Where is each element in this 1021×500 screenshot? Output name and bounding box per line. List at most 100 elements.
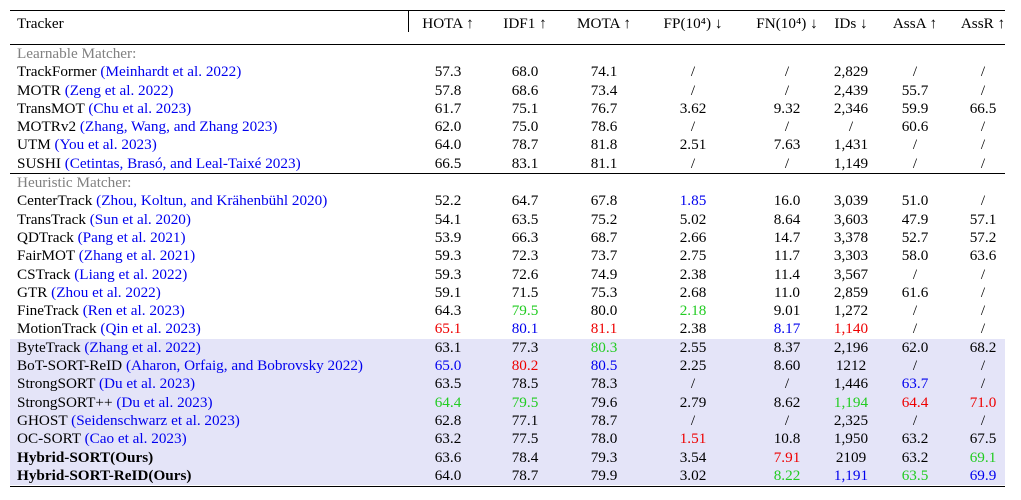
value-cell: 53.9 bbox=[434, 228, 462, 246]
citation-link[interactable]: (Chu et al. 2023) bbox=[88, 99, 192, 117]
citation-link[interactable]: (Pang et al. 2021) bbox=[77, 228, 186, 246]
value-cell: / bbox=[912, 136, 918, 154]
header-hota: HOTA ↑ bbox=[422, 15, 474, 32]
table-body: Learnable Matcher: TrackFormer (Meinhardt… bbox=[10, 44, 1005, 486]
value-cell: 63.7 bbox=[901, 375, 929, 393]
value-cell: 66.5 bbox=[969, 99, 997, 117]
value-cell: / bbox=[912, 320, 918, 338]
value-cell: 75.2 bbox=[590, 210, 618, 228]
value-cell: 63.5 bbox=[434, 375, 462, 393]
value-cell: 68.0 bbox=[511, 63, 539, 81]
value-cell: / bbox=[980, 411, 986, 429]
tracker-cell: MotionTrack (Qin et al. 2023) bbox=[17, 320, 201, 338]
table-row: MOTRv2 (Zhang, Wang, and Zhang 2023) 62.0… bbox=[10, 118, 1005, 136]
section-title-text: Learnable Matcher: bbox=[17, 45, 137, 62]
tracker-name: GHOST bbox=[17, 411, 68, 429]
value-cell: 2.66 bbox=[679, 228, 707, 246]
citation-link[interactable]: (Meinhardt et al. 2022) bbox=[100, 63, 242, 81]
value-cell: / bbox=[690, 118, 696, 136]
value-cell: 14.7 bbox=[773, 228, 801, 246]
value-cell: 54.1 bbox=[434, 210, 462, 228]
value-cell: 78.7 bbox=[590, 411, 618, 429]
table-row: CenterTrack (Zhou, Koltun, and Krähenbüh… bbox=[10, 192, 1005, 210]
value-cell: / bbox=[980, 357, 986, 375]
value-cell: 57.8 bbox=[434, 81, 462, 99]
table-row: StrongSORT (Du et al. 2023) 63.5 78.5 78.3 /… bbox=[10, 375, 1005, 394]
citation-link[interactable]: (Sun et al. 2020) bbox=[89, 210, 191, 228]
citation-link[interactable]: (Zhou et al. 2022) bbox=[51, 283, 161, 301]
value-cell: / bbox=[690, 375, 696, 393]
header-idf1: IDF1 ↑ bbox=[503, 15, 547, 32]
value-cell: / bbox=[980, 136, 986, 154]
tracker-cell: UTM (You et al. 2023) bbox=[17, 136, 157, 154]
tracker-name: OC-SORT bbox=[17, 430, 81, 448]
value-cell: 67.8 bbox=[590, 192, 618, 210]
value-cell: 9.01 bbox=[773, 302, 801, 320]
table-row: QDTrack (Pang et al. 2021) 53.9 66.3 68.7 2.… bbox=[10, 229, 1005, 247]
value-cell: 77.3 bbox=[511, 338, 539, 356]
value-cell: 78.7 bbox=[511, 466, 539, 484]
value-cell: 81.8 bbox=[590, 136, 618, 154]
table-row: Hybrid-SORT-ReID(Ours) 64.0 78.7 79.9 3.02 8.… bbox=[10, 466, 1005, 486]
citation-link[interactable]: (Liang et al. 2022) bbox=[74, 265, 188, 283]
value-cell: 59.3 bbox=[434, 247, 462, 265]
value-cell: 62.8 bbox=[434, 411, 462, 429]
value-cell: 11.4 bbox=[773, 265, 800, 283]
citation-link[interactable]: (You et al. 2023) bbox=[54, 136, 157, 154]
citation-link[interactable]: (Cao et al. 2023) bbox=[84, 430, 187, 448]
value-cell: 63.6 bbox=[434, 448, 462, 466]
citation-link[interactable]: (Du et al. 2023) bbox=[116, 393, 213, 411]
value-cell: 63.2 bbox=[901, 448, 929, 466]
citation-link[interactable]: (Qin et al. 2023) bbox=[100, 320, 201, 338]
table-row: GTR (Zhou et al. 2022) 59.1 71.5 75.3 2.68 11… bbox=[10, 284, 1005, 302]
citation-link[interactable]: (Zhou, Koltun, and Krähenbühl 2020) bbox=[96, 192, 328, 210]
value-cell: / bbox=[784, 411, 790, 429]
tracker-cell: CenterTrack (Zhou, Koltun, and Krähenbüh… bbox=[17, 192, 327, 210]
citation-link[interactable]: (Seidenschwarz et al. 2023) bbox=[71, 411, 240, 429]
value-cell: 64.7 bbox=[511, 192, 539, 210]
value-cell: 58.0 bbox=[901, 247, 929, 265]
tracker-name: MotionTrack bbox=[17, 320, 97, 338]
section-rule bbox=[10, 173, 1005, 175]
value-cell: / bbox=[690, 81, 696, 99]
value-cell: 1,194 bbox=[833, 393, 869, 411]
header-tracker: Tracker bbox=[17, 15, 64, 32]
header-ids: IDs ↓ bbox=[834, 15, 868, 32]
table-row: TransTrack (Sun et al. 2020) 54.1 63.5 75.2… bbox=[10, 211, 1005, 229]
tracker-cell: Hybrid-SORT(Ours) bbox=[17, 449, 153, 467]
value-cell: 1,191 bbox=[833, 466, 869, 484]
value-cell: 7.91 bbox=[773, 448, 801, 466]
value-cell: 59.1 bbox=[434, 283, 462, 301]
citation-link[interactable]: (Zhang, Wang, and Zhang 2023) bbox=[79, 118, 278, 136]
table-row: OC-SORT (Cao et al. 2023) 63.2 77.5 78.0 1.5… bbox=[10, 430, 1005, 449]
value-cell: 68.7 bbox=[590, 228, 618, 246]
value-cell: 1,950 bbox=[833, 430, 869, 448]
value-cell: 78.4 bbox=[511, 448, 539, 466]
citation-link[interactable]: (Zhang et al. 2021) bbox=[78, 247, 196, 265]
value-cell: 77.5 bbox=[511, 430, 539, 448]
table-row: MotionTrack (Qin et al. 2023) 65.1 80.1 81.… bbox=[10, 320, 1005, 338]
header-assr: AssR ↑ bbox=[960, 15, 1006, 32]
value-cell: 8.17 bbox=[773, 320, 801, 338]
value-cell: / bbox=[980, 375, 986, 393]
value-cell: 57.3 bbox=[434, 63, 462, 81]
value-cell: 80.5 bbox=[590, 357, 618, 375]
tracker-name: FineTrack bbox=[17, 302, 79, 320]
citation-link[interactable]: (Ren et al. 2023) bbox=[82, 302, 185, 320]
value-cell: 78.6 bbox=[590, 118, 618, 136]
citation-link[interactable]: (Aharon, Orfaig, and Bobrovsky 2022) bbox=[125, 357, 363, 375]
value-cell: 81.1 bbox=[590, 320, 618, 338]
citation-link[interactable]: (Zhang et al. 2022) bbox=[84, 338, 201, 356]
citation-link[interactable]: (Du et al. 2023) bbox=[98, 375, 196, 393]
value-cell: 8.37 bbox=[773, 338, 801, 356]
citation-link[interactable]: (Zeng et al. 2022) bbox=[64, 81, 174, 99]
tracker-cell: GTR (Zhou et al. 2022) bbox=[17, 284, 161, 302]
value-cell: 5.02 bbox=[679, 210, 707, 228]
citation-link[interactable]: (Cetintas, Brasó, and Leal-Taixé 2023) bbox=[64, 154, 301, 172]
value-cell: 3,039 bbox=[833, 192, 869, 210]
tracker-name: CenterTrack bbox=[17, 192, 93, 210]
value-cell: / bbox=[980, 118, 986, 136]
value-cell: 2.75 bbox=[679, 247, 707, 265]
value-cell: 59.9 bbox=[901, 99, 929, 117]
value-cell: 64.3 bbox=[434, 302, 462, 320]
